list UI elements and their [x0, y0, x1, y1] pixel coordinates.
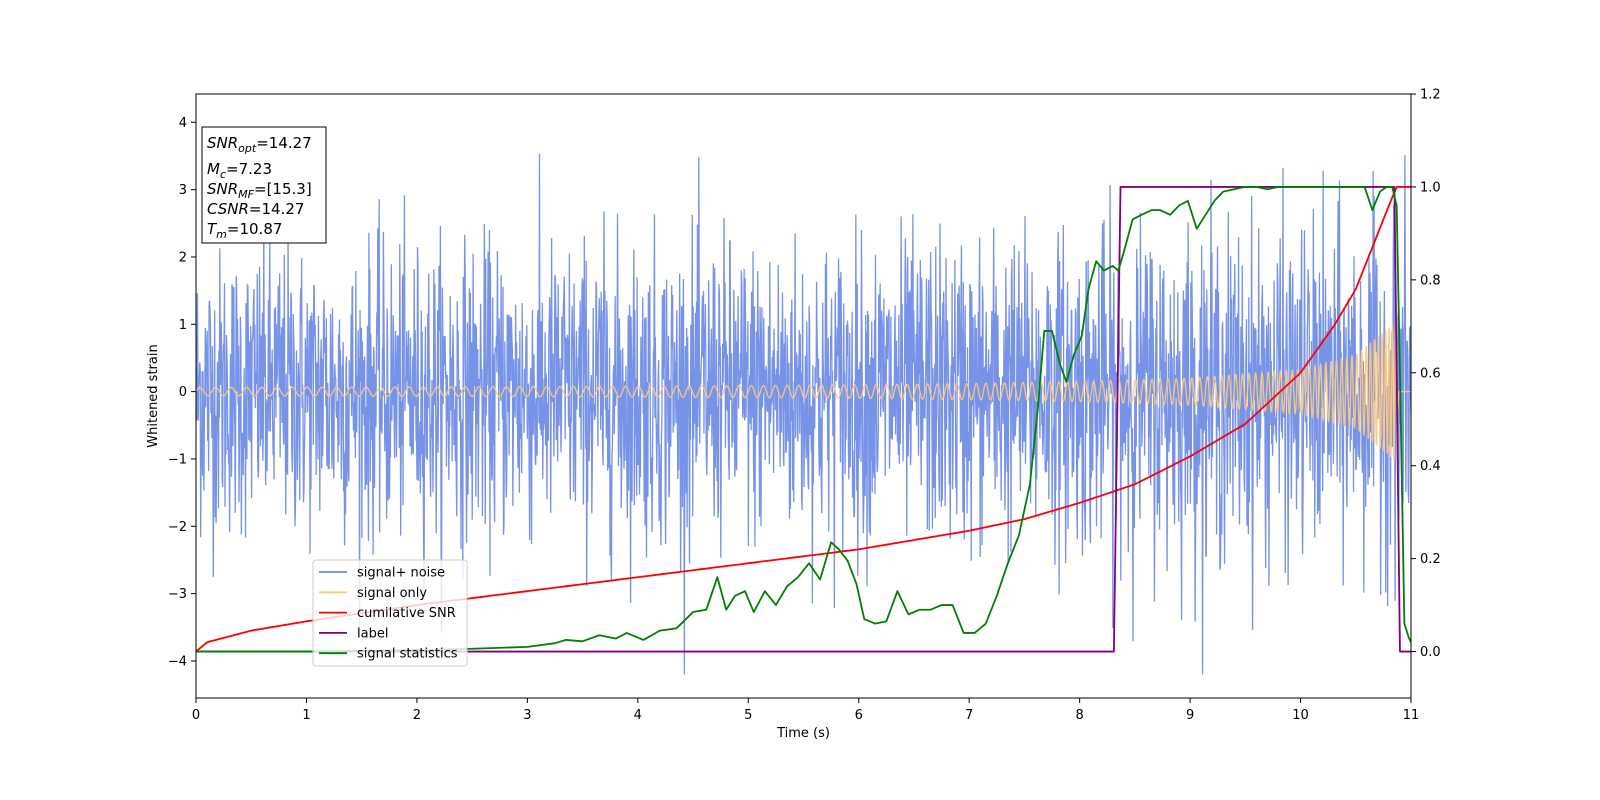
y2-tick-label: 0.2: [1420, 552, 1441, 567]
y-tick-label: −1: [168, 452, 187, 467]
annotation-line: CSNR=14.27: [207, 200, 304, 218]
annotation-symbol: CSNR: [207, 200, 249, 218]
annotation-line: Mc=7.23: [207, 160, 272, 181]
y-tick-label: 4: [179, 116, 187, 131]
annotation-line: SNRopt=14.27: [207, 134, 312, 155]
y2-tick-label: 0.4: [1420, 459, 1441, 474]
y-tick-label: −3: [168, 587, 187, 602]
legend-entry: label: [357, 626, 388, 641]
y2-tick-label: 1.2: [1420, 88, 1441, 103]
y-tick-label: 2: [179, 250, 187, 265]
x-axis: 0 1 2 3 4 5 6 7 8 9 10 11: [192, 698, 1419, 723]
annotation-value: =10.87: [227, 220, 283, 238]
x-tick-label: 1: [302, 708, 310, 723]
series-signal-only: [196, 318, 1411, 463]
legend-frame: [312, 559, 468, 667]
x-tick-label: 10: [1292, 708, 1309, 723]
x-tick-label: 6: [855, 708, 863, 723]
y-axis-left: 4 3 2 1 0 −1 −2 −3 −4: [168, 116, 196, 669]
y-tick-label: −2: [168, 520, 187, 535]
legend: signal+ noise signal only cumilative SNR la…: [312, 559, 468, 667]
x-tick-label: 4: [634, 708, 642, 723]
x-tick-label: 5: [744, 708, 752, 723]
annotation-subscript: m: [216, 228, 227, 241]
series-signal-statistics: [196, 186, 1411, 653]
annotation-box-frame: [201, 126, 327, 244]
legend-entry: signal only: [357, 586, 427, 601]
annotation-subscript: c: [220, 168, 226, 181]
x-tick-label: 11: [1403, 708, 1420, 723]
annotation-line: Tm=10.87: [207, 220, 282, 241]
legend-entry: cumilative SNR: [357, 606, 456, 621]
annotation-line: SNRMF=[15.3]: [207, 180, 312, 201]
annotation-value: =[15.3]: [254, 180, 312, 198]
stats-annotation-box: SNRopt=14.27Mc=7.23SNRMF=[15.3]CSNR=14.2…: [201, 126, 327, 244]
plot-frame: [195, 93, 1412, 699]
annotation-symbol: SNR: [207, 134, 238, 152]
annotation-symbol: M: [207, 160, 220, 178]
annotation-value: =14.27: [249, 200, 305, 218]
x-tick-label: 8: [1075, 708, 1083, 723]
legend-entry: signal+ noise: [357, 566, 445, 581]
series-signal-noise: [196, 153, 1411, 675]
x-tick-label: 7: [965, 708, 973, 723]
y-axis-label: Whitened strain: [146, 344, 161, 447]
annotation-value: =14.27: [256, 134, 312, 152]
annotation-subscript: opt: [238, 142, 257, 155]
x-axis-label: Time (s): [776, 726, 830, 741]
y-axis-right: 1.2 1.0 0.8 0.6 0.4 0.2 0.0: [1411, 88, 1441, 660]
x-tick-label: 0: [192, 708, 200, 723]
y2-tick-label: 0.8: [1420, 273, 1441, 288]
y-tick-label: 0: [179, 385, 187, 400]
x-tick-label: 9: [1186, 708, 1194, 723]
y2-tick-label: 0.6: [1420, 366, 1441, 381]
annotation-symbol: T: [207, 220, 218, 238]
x-tick-label: 3: [523, 708, 531, 723]
annotation-value: =7.23: [226, 160, 272, 178]
annotation-subscript: MF: [238, 188, 254, 201]
legend-entry: signal statistics: [357, 647, 458, 662]
y2-tick-label: 0.0: [1420, 645, 1441, 660]
y-tick-label: 3: [179, 183, 187, 198]
y-tick-label: 1: [179, 318, 187, 333]
y-tick-label: −4: [168, 654, 187, 669]
x-tick-label: 2: [413, 708, 421, 723]
y2-tick-label: 1.0: [1420, 180, 1441, 195]
annotation-symbol: SNR: [207, 180, 238, 198]
